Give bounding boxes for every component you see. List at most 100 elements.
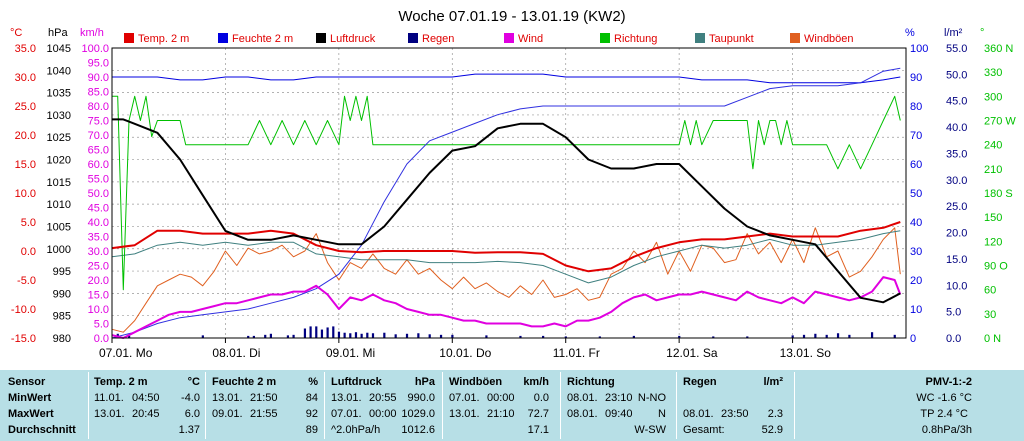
temp-unit: °C (187, 376, 200, 388)
rain-bar (836, 333, 840, 338)
pressure-tick-label: 1000 (47, 244, 71, 256)
temp-tick-label: -10.0 (11, 304, 36, 316)
pressure-tick-label: 1025 (47, 132, 71, 144)
rain-row-value: 2.3 (767, 408, 783, 420)
humidity-unit: % (308, 376, 318, 388)
rain-tick-label: 20.0 (946, 228, 967, 240)
pmv-tp: TP 2.4 °C (920, 408, 968, 420)
pressure-tick-label: 980 (53, 333, 71, 345)
rain-bar (332, 326, 335, 338)
rain-tick-label: 25.0 (946, 201, 967, 213)
pressure-row-value: 1029.0 (401, 408, 435, 420)
temp-tick-label: 35.0 (15, 43, 36, 55)
rain-bar (349, 333, 352, 338)
temp-stats-column: Temp. 2 m °C 11.01. 04:50 -4.0 13.01. 20:45 6.0… (94, 370, 204, 441)
temp-row-time: 20:45 (132, 408, 160, 420)
direction-tick-label: 360 N (984, 43, 1013, 55)
rain-tick-label: 55.0 (946, 43, 967, 55)
temp-tick-label: -15.0 (11, 333, 36, 345)
series-line (111, 227, 901, 333)
wind-tick-label: 50.0 (88, 188, 109, 200)
humidity-row-value: 92 (305, 408, 318, 420)
rain-bar (598, 336, 601, 338)
humidity-stats-column: Feuchte 2 m% 13.01. 21:50 84 09.01. 21:55 92 89 (212, 370, 322, 441)
wind-tick-label: 40.0 (88, 217, 109, 229)
rain-tick-label: 0.0 (946, 333, 961, 345)
wind-tick-label: 90.0 (88, 72, 109, 84)
rain-bar (247, 335, 250, 338)
direction-row-value: W-SW (634, 424, 666, 436)
rain-bar (791, 335, 794, 338)
wind-tick-label: 75.0 (88, 116, 109, 128)
pressure-row-time: 00:00 (369, 408, 397, 420)
wind-tick-label: 85.0 (88, 87, 109, 99)
rain-bar (451, 334, 454, 338)
wind-tick-label: 65.0 (88, 145, 109, 157)
direction-tick-label: 60 (984, 285, 996, 297)
humidity-tick-label: 30 (910, 246, 922, 258)
rain-bar (343, 332, 346, 338)
rain-bar (320, 329, 324, 338)
legend-swatch (218, 33, 228, 43)
gusts-row-date: 13.01. (449, 408, 480, 420)
direction-tick-label: 0 N (984, 333, 1001, 345)
x-tick-label: 07.01. Mo (99, 346, 153, 360)
direction-tick-label: 150 (984, 212, 1002, 224)
x-tick-label: 09.01. Mi (326, 346, 375, 360)
rain-bar (360, 333, 363, 338)
temp-tick-label: -5.0 (17, 275, 36, 287)
series-line (111, 230, 901, 284)
rain-bar (309, 326, 312, 338)
legend-swatch (124, 33, 134, 43)
weather-chart: Woche 07.01.19 - 13.01.19 (KW2) Temp. 2 … (10, 8, 1017, 360)
x-tick-label: 11.01. Fr (553, 346, 600, 360)
chart-title: Woche 07.01.19 - 13.01.19 (KW2) (398, 8, 625, 25)
direction-row-value: N (658, 408, 666, 420)
pressure-tick-label: 1015 (47, 177, 71, 189)
rain-bar (292, 334, 295, 338)
wind-tick-label: 30.0 (88, 246, 109, 258)
legend-swatch (695, 33, 705, 43)
row-label-avg: Durchschnitt (8, 424, 76, 436)
series-line (112, 73, 901, 84)
gusts-row-time: 21:10 (487, 408, 515, 420)
rain-bar (564, 336, 567, 338)
rain-tick-label: 35.0 (946, 148, 967, 160)
humidity-row-time: 21:50 (250, 392, 278, 404)
pressure-tick-label: 1040 (47, 65, 71, 77)
legend-label: Richtung (614, 33, 657, 45)
series-line (112, 118, 901, 304)
rain-bar (814, 333, 817, 338)
gusts-row-value: 72.7 (527, 408, 549, 420)
humidity-tick-label: 70 (910, 130, 922, 142)
axis-unit-label: hPa (48, 27, 68, 39)
legend-label: Feuchte 2 m (232, 33, 293, 45)
rain-bar (264, 334, 267, 338)
temp-tick-label: 20.0 (15, 130, 36, 142)
gusts-row-date: 07.01. (449, 392, 480, 404)
gusts-header: Windböen (449, 376, 503, 388)
temp-tick-label: 5.0 (21, 217, 36, 229)
legend-label: Temp. 2 m (138, 33, 189, 45)
rain-bar (485, 335, 488, 338)
direction-tick-label: 330 (984, 67, 1002, 79)
temp-row-value: 1.37 (178, 424, 200, 436)
pressure-row-date: 07.01. (331, 408, 362, 420)
x-tick-label: 12.01. Sa (666, 346, 718, 360)
rain-bar (848, 334, 851, 338)
wind-tick-label: 60.0 (88, 159, 109, 171)
humidity-row-time: 21:55 (250, 408, 278, 420)
rain-bar (315, 326, 318, 338)
rain-bar (366, 332, 369, 338)
rain-row-value: 52.9 (761, 424, 783, 436)
pmv-wc: WC -1.6 °C (916, 392, 972, 404)
wind-tick-label: 80.0 (88, 101, 109, 113)
rain-tick-label: 5.0 (946, 307, 961, 319)
pressure-tick-label: 1035 (47, 88, 71, 100)
left-axes: 35.0 30.0 25.0 20.0 15.0 10.0 5.0 0.0 -5.0 -10.0 -… (11, 43, 109, 345)
humidity-tick-label: 20 (910, 275, 922, 287)
humidity-tick-label: 10 (910, 304, 922, 316)
legend-label: Wind (518, 33, 543, 45)
pressure-tick-label: 995 (53, 266, 71, 278)
axis-unit-label: km/h (80, 27, 104, 39)
